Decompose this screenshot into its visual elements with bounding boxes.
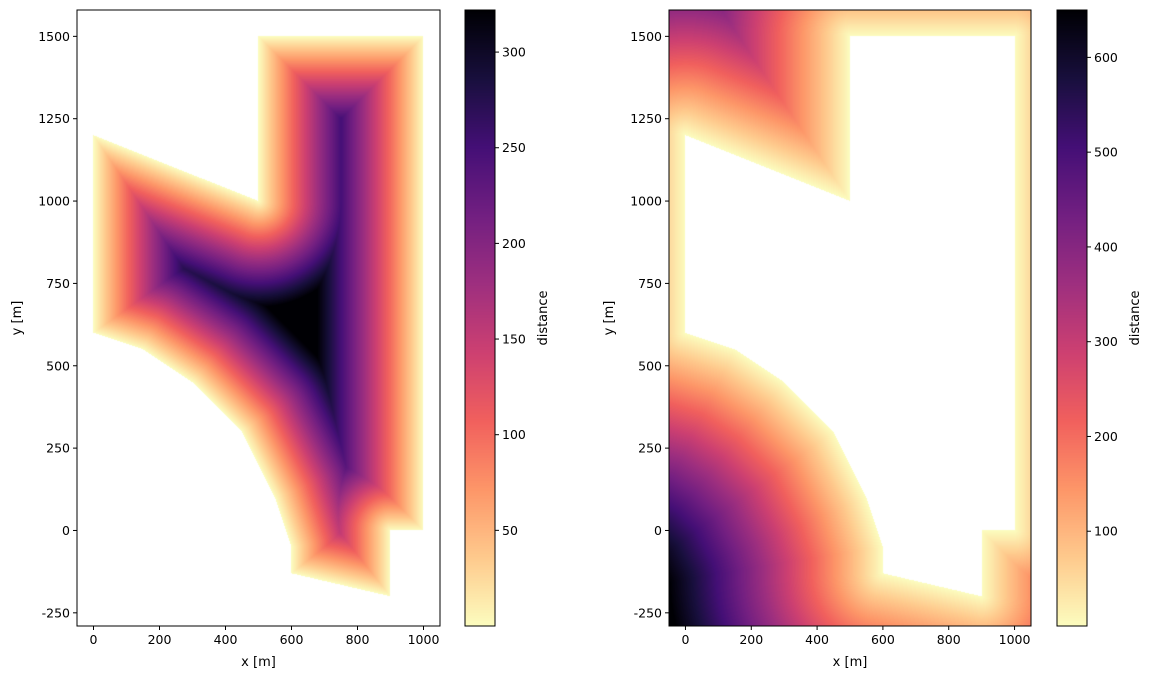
- x-tick-label: 200: [148, 632, 172, 647]
- left-x-axis-label: x [m]: [241, 655, 276, 670]
- x-tick-label: 0: [681, 632, 689, 647]
- colorbar-tick-label: 300: [1094, 334, 1118, 349]
- x-tick-label: 800: [346, 632, 370, 647]
- x-tick-label: 1000: [408, 632, 440, 647]
- left-x-ticks: 0 200 400 600 800 1000: [90, 626, 440, 647]
- colorbar-tick-label: 150: [502, 332, 526, 347]
- colorbar-tick-label: 100: [502, 427, 526, 442]
- x-tick-label: 1000: [999, 632, 1031, 647]
- colorbar-tick-label: 200: [1094, 429, 1118, 444]
- y-tick-label: 0: [654, 523, 662, 538]
- right-x-ticks: 0 200 400 600 800 1000: [681, 626, 1030, 647]
- x-tick-label: 0: [90, 632, 98, 647]
- right-chart: 0 200 400 600 800 1000 -250 0 250 500 750 1000 1250…: [602, 9, 1143, 670]
- x-tick-label: 400: [214, 632, 238, 647]
- colorbar-tick-label: 300: [502, 45, 526, 60]
- colorbar-tick-label: 250: [502, 140, 526, 155]
- colorbar-tick-label: 200: [502, 236, 526, 251]
- y-tick-label: 1500: [630, 29, 662, 44]
- x-tick-label: 800: [937, 632, 961, 647]
- left-heatmap-image: [77, 10, 440, 626]
- left-colorbar-frame: [464, 9, 496, 627]
- y-tick-label: 500: [638, 358, 662, 373]
- right-y-axis-label: y [m]: [602, 301, 617, 336]
- y-tick-label: 1250: [630, 111, 662, 126]
- left-colorbar-label: distance: [536, 290, 551, 345]
- y-tick-label: 250: [46, 441, 70, 456]
- y-tick-label: 1250: [38, 111, 70, 126]
- right-colorbar-frame: [1056, 9, 1088, 627]
- y-tick-label: 1000: [630, 194, 662, 209]
- x-tick-label: 600: [280, 632, 304, 647]
- x-tick-label: 200: [739, 632, 763, 647]
- y-tick-label: 750: [638, 276, 662, 291]
- right-y-ticks: -250 0 250 500 750 1000 1250 1500: [630, 29, 669, 620]
- x-tick-label: 400: [805, 632, 829, 647]
- colorbar-tick-label: 100: [1094, 524, 1118, 539]
- colorbar-tick-label: 500: [1094, 145, 1118, 160]
- y-tick-label: 500: [46, 358, 70, 373]
- colorbar-tick-label: 600: [1094, 50, 1118, 65]
- right-colorbar-ticks: 100 200 300 400 500 600: [1087, 50, 1118, 539]
- colorbar-tick-label: 50: [502, 523, 518, 538]
- x-tick-label: 600: [871, 632, 895, 647]
- right-colorbar-image: [1057, 10, 1087, 626]
- y-tick-label: 750: [46, 276, 70, 291]
- right-colorbar-label: distance: [1128, 290, 1143, 345]
- left-chart: 0 200 400 600 800 1000 -250 0 250 500 750 1000 1250…: [10, 9, 551, 670]
- y-tick-label: 0: [62, 523, 70, 538]
- colorbar-tick-label: 400: [1094, 239, 1118, 254]
- y-tick-label: 1500: [38, 29, 70, 44]
- y-tick-label: 250: [638, 441, 662, 456]
- right-heatmap-image: [669, 10, 1031, 626]
- left-plot-frame: [76, 9, 441, 627]
- right-x-axis-label: x [m]: [833, 655, 868, 670]
- left-colorbar-ticks: 50 100 150 200 250 300: [495, 45, 526, 538]
- left-y-ticks: -250 0 250 500 750 1000 1250 1500: [38, 29, 77, 620]
- left-y-axis-label: y [m]: [10, 301, 25, 336]
- y-tick-label: -250: [634, 605, 662, 620]
- right-plot-frame: [668, 9, 1032, 627]
- left-colorbar-image: [465, 10, 495, 626]
- y-tick-label: 1000: [38, 194, 70, 209]
- y-tick-label: -250: [42, 605, 70, 620]
